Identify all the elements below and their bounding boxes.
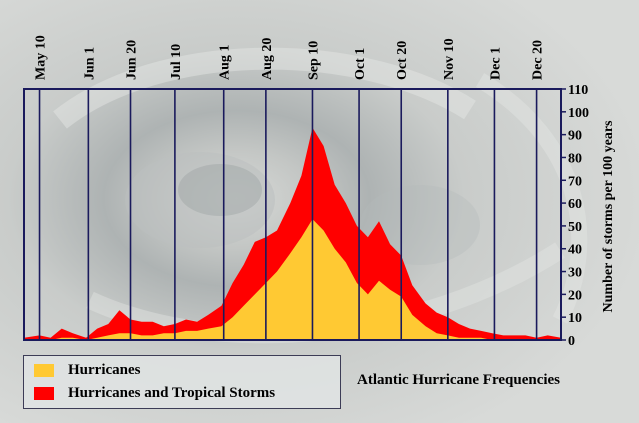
y-axis-label: Number of storms per 100 years: [601, 120, 616, 313]
x-tick-label: Dec 20: [531, 40, 546, 80]
hurricanes-swatch: [34, 364, 54, 377]
legend: Hurricanes Hurricanes and Tropical Storm…: [23, 355, 341, 409]
x-tick-label: Jul 10: [169, 44, 184, 80]
x-tick-label: May 10: [34, 35, 49, 80]
x-tick-label: Aug 20: [260, 38, 275, 80]
y-tick-label: 40: [568, 243, 582, 258]
legend-label-storms: Hurricanes and Tropical Storms: [68, 385, 276, 401]
chart-title: Atlantic Hurricane Frequencies: [357, 372, 561, 388]
x-tick-label: Oct 1: [353, 48, 368, 80]
legend-label-hurricanes: Hurricanes: [68, 362, 141, 378]
y-tick-labels: 0 10 20 30 40 50 60 70 80 90 100 110: [561, 83, 589, 349]
legend-item-hurricanes: Hurricanes: [34, 362, 141, 379]
x-tick-label: Nov 10: [442, 38, 457, 80]
y-tick-label: 20: [568, 288, 582, 303]
y-tick-label: 100: [568, 106, 589, 121]
y-tick-label: 80: [568, 151, 582, 166]
area-hurricanes-and-tropical-storms: [24, 127, 561, 340]
x-tick-label: Aug 1: [218, 45, 233, 80]
plot-frame: [23, 88, 562, 341]
storms-swatch: [34, 387, 54, 400]
x-tick-label: Jun 20: [125, 40, 140, 80]
y-tick-label: 10: [568, 311, 582, 326]
y-tick-label: 90: [568, 129, 582, 144]
y-tick-label: 110: [568, 83, 588, 98]
y-tick-label: 50: [568, 220, 582, 235]
legend-item-storms: Hurricanes and Tropical Storms: [34, 385, 275, 402]
y-tick-label: 60: [568, 197, 582, 212]
y-tick-label: 70: [568, 174, 582, 189]
area-layer: [24, 127, 561, 340]
x-tick-labels: May 10 Jun 1 Jun 20 Jul 10 Aug 1 Aug 20 Sep 10…: [34, 35, 546, 80]
y-tick-label: 0: [568, 334, 575, 349]
x-tick-label: Jun 1: [82, 47, 97, 80]
y-tick-label: 30: [568, 266, 582, 281]
x-tick-label: Dec 1: [488, 47, 503, 80]
x-grid-lines: [38, 89, 538, 340]
area-hurricanes: [24, 219, 561, 340]
x-tick-label: Sep 10: [307, 41, 322, 80]
x-tick-label: Oct 20: [395, 41, 410, 80]
